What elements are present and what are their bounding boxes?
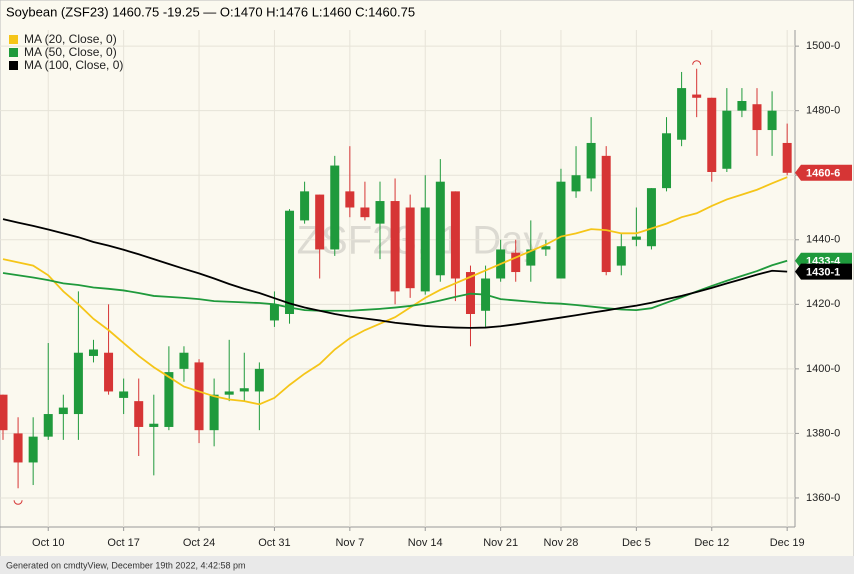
candle-body <box>511 252 521 273</box>
candle-body <box>586 142 596 179</box>
candle-body <box>737 101 747 111</box>
x-tick-label: Nov 28 <box>544 537 579 549</box>
candle-body <box>345 191 355 208</box>
legend-swatch <box>9 61 18 70</box>
candle-body <box>179 352 189 369</box>
x-tick-label: Oct 10 <box>32 537 64 549</box>
legend-label: MA (20, Close, 0) <box>24 32 117 46</box>
low-marker <box>13 500 23 505</box>
candle-body <box>164 372 174 427</box>
ma-line <box>2 218 788 329</box>
candle-body <box>405 207 415 289</box>
candle-body <box>269 304 279 321</box>
candle-body <box>119 391 129 398</box>
x-tick-label: Nov 14 <box>408 537 443 549</box>
y-tick-label: 1380-0 <box>806 427 840 439</box>
candle-body <box>616 246 626 266</box>
candle-body <box>0 394 8 431</box>
candle-body <box>254 368 264 392</box>
legend-label: MA (100, Close, 0) <box>24 58 123 72</box>
legend-label: MA (50, Close, 0) <box>24 45 117 59</box>
y-tick-label: 1500-0 <box>806 40 840 52</box>
legend-swatch <box>9 48 18 57</box>
y-tick-label: 1480-0 <box>806 105 840 117</box>
candle-body <box>571 175 581 192</box>
candle-body <box>134 401 144 427</box>
x-tick-label: Dec 5 <box>622 537 651 549</box>
price-tag <box>795 263 852 280</box>
x-tick-label: Oct 24 <box>183 537 215 549</box>
x-tick-label: Oct 17 <box>107 537 139 549</box>
ma-line <box>2 259 788 312</box>
price-tag-label: 1460-6 <box>806 168 840 180</box>
candle-body <box>707 97 717 172</box>
legend-swatch <box>9 35 18 44</box>
candle-body <box>601 155 611 273</box>
candle-body <box>224 391 234 395</box>
chart-title: Soybean (ZSF23) 1460.75 -19.25 — O:1470 … <box>6 4 415 19</box>
candle-body <box>28 436 38 463</box>
candle-body <box>375 201 385 224</box>
candle-body <box>541 246 551 250</box>
candle-body <box>149 423 159 427</box>
candle-body <box>631 236 641 240</box>
candle-body <box>435 181 445 276</box>
footer: Generated on cmdtyView, December 19th 20… <box>6 560 245 570</box>
candle-body <box>646 188 656 247</box>
candle-body <box>556 181 566 279</box>
candle-body <box>767 110 777 131</box>
ma-line <box>2 176 788 406</box>
candle-body <box>330 165 340 250</box>
candle-body <box>43 414 53 437</box>
candle-body <box>390 201 400 292</box>
candle-body <box>104 352 114 392</box>
candle-body <box>662 133 672 189</box>
candle-body <box>300 191 310 221</box>
price-tag-label: 1430-1 <box>806 267 840 279</box>
candle-body <box>209 394 219 431</box>
candle-body <box>315 194 325 250</box>
y-tick-label: 1440-0 <box>806 234 840 246</box>
candle-body <box>73 352 83 415</box>
candle-body <box>420 207 430 292</box>
candle-body <box>285 210 295 314</box>
x-tick-label: Dec 19 <box>770 537 805 549</box>
candle-body <box>782 142 792 173</box>
x-tick-label: Dec 12 <box>694 537 729 549</box>
candle-body <box>13 433 23 463</box>
y-tick-label: 1360-0 <box>806 492 840 504</box>
x-tick-label: Nov 7 <box>335 537 364 549</box>
footer-band <box>0 556 854 574</box>
candle-body <box>752 104 762 131</box>
y-tick-label: 1400-0 <box>806 363 840 375</box>
candle-body <box>194 362 204 431</box>
candle-body <box>239 388 249 392</box>
candle-body <box>722 110 732 169</box>
candle-body <box>692 94 702 98</box>
y-tick-label: 1420-0 <box>806 298 840 310</box>
candle-body <box>360 207 370 218</box>
candle-body <box>677 88 687 140</box>
candle-body <box>526 249 536 266</box>
x-tick-label: Nov 21 <box>483 537 518 549</box>
price-tag <box>795 164 852 181</box>
high-marker <box>692 60 702 65</box>
candle-body <box>88 349 98 356</box>
candle-body <box>450 191 460 279</box>
candle-body <box>58 407 68 415</box>
x-tick-label: Oct 31 <box>258 537 290 549</box>
